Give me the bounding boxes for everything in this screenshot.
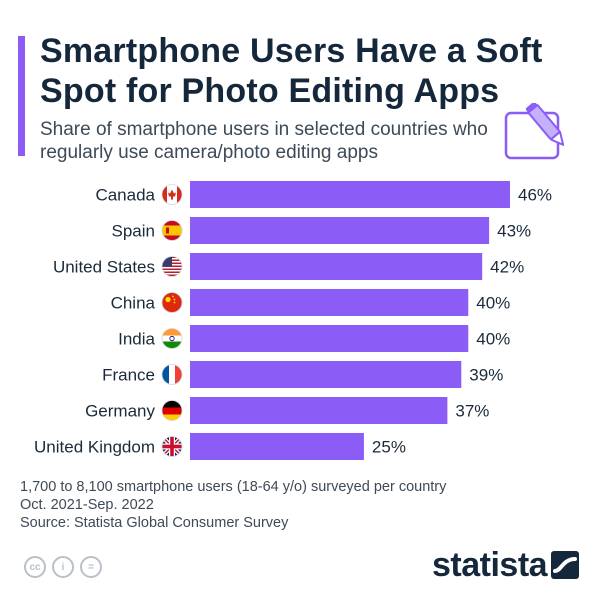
category-label: Germany [85, 402, 155, 421]
bar [190, 181, 510, 208]
bar [190, 217, 490, 244]
value-label: 43% [497, 222, 531, 241]
bar [190, 433, 364, 460]
footnote: 1,700 to 8,100 smartphone users (18-64 y… [20, 478, 446, 532]
bar [190, 397, 448, 424]
statista-mark-icon [551, 551, 580, 579]
india-flag-icon [161, 328, 183, 349]
pencil-icon [504, 103, 565, 160]
footnote-source: Source: Statista Global Consumer Survey [20, 515, 289, 531]
footnote-period: Oct. 2021-Sep. 2022 [20, 497, 154, 513]
canada-flag-icon [161, 184, 183, 205]
value-label: 42% [490, 258, 524, 277]
france-flag-icon [161, 364, 183, 385]
chart-subtitle: Share of smartphone users in selected co… [40, 119, 488, 163]
value-label: 25% [372, 438, 406, 457]
value-label: 46% [518, 186, 552, 205]
category-label: Spain [112, 222, 155, 241]
bar [190, 289, 469, 316]
bar [190, 253, 483, 280]
statista-logo[interactable]: statista [432, 546, 580, 584]
creative-commons-icon: cc [24, 556, 46, 578]
accent-bar [18, 36, 25, 156]
china-flag-icon [161, 292, 183, 313]
category-label: China [111, 294, 156, 313]
brand-name: statista [432, 546, 548, 584]
united-states-flag-icon [161, 256, 183, 277]
bar [190, 361, 462, 388]
category-label: United Kingdom [34, 438, 155, 457]
chart-title: Smartphone Users Have a Soft Spot for Ph… [40, 32, 543, 110]
bar-chart: Canada 46% Spain 43% United States 42% China 40… [34, 181, 552, 460]
bar [190, 325, 469, 352]
attribution-icon: i [52, 556, 74, 578]
value-label: 37% [455, 402, 489, 421]
category-label: United States [53, 258, 155, 277]
germany-flag-icon [161, 400, 183, 421]
category-label: France [102, 366, 155, 385]
value-label: 39% [469, 366, 503, 385]
no-derivatives-icon: = [80, 556, 102, 578]
spain-flag-icon [161, 220, 183, 241]
category-label: Canada [95, 186, 155, 205]
united-kingdom-flag-icon [161, 436, 183, 457]
value-label: 40% [476, 294, 510, 313]
category-label: India [118, 330, 155, 349]
value-label: 40% [476, 330, 510, 349]
footnote-sample: 1,700 to 8,100 smartphone users (18-64 y… [20, 479, 447, 495]
license-icons: cc i = [24, 556, 102, 578]
